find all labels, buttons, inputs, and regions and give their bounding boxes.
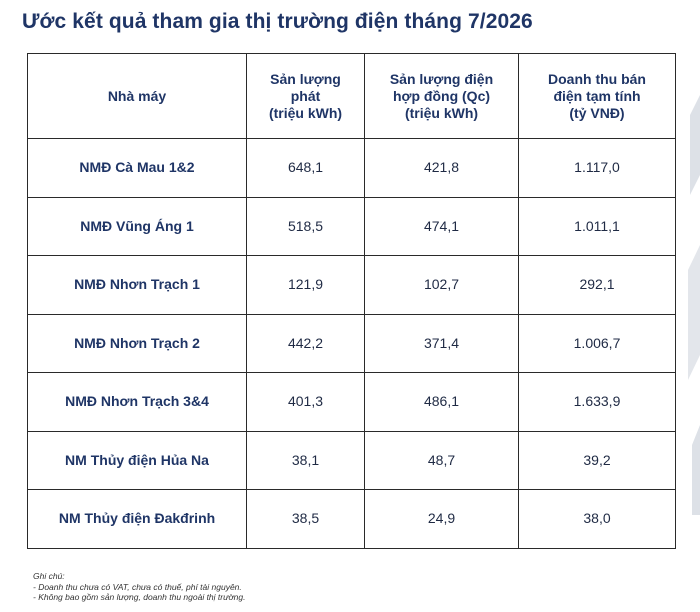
market-results-table: Nhà máy Sản lượng phát (triệu kWh) Sản l… [27, 53, 676, 549]
table-row: NMĐ Vũng Áng 1 518,5 474,1 1.011,1 [27, 196, 676, 256]
cell-output: 121,9 [246, 255, 365, 315]
cell-output: 38,1 [246, 430, 365, 490]
notes-heading: Ghi chú: [33, 571, 65, 581]
page-title: Ước kết quả tham gia thị trường điện thá… [22, 10, 533, 33]
header-line: (triệu kWh) [268, 104, 343, 121]
header-line: Sản lượng điện [389, 70, 494, 87]
cell-revenue: 1.006,7 [518, 313, 676, 373]
header-line: Sản lượng [270, 70, 341, 87]
table-row: NM Thủy điện Đakđrinh 38,5 24,9 38,0 [27, 489, 676, 549]
cell-revenue: 1.011,1 [518, 196, 676, 256]
cell-contract: 474,1 [364, 196, 519, 256]
header-line: hợp đồng (Qc) [392, 87, 491, 104]
cell-revenue: 1.633,9 [518, 372, 676, 432]
cell-revenue: 38,0 [518, 489, 676, 549]
header-plant-label: Nhà máy [107, 87, 167, 104]
cell-plant: NMĐ Nhơn Trạch 1 [27, 255, 247, 315]
table-row: NM Thủy điện Hủa Na 38,1 48,7 39,2 [27, 430, 676, 490]
decorative-stripes [688, 95, 700, 515]
cell-revenue: 292,1 [518, 255, 676, 315]
note-item: - Doanh thu chưa có VAT, chưa có thuế, p… [33, 581, 242, 592]
header-output: Sản lượng phát (triệu kWh) [246, 53, 365, 139]
header-line: (tỷ VNĐ) [569, 104, 625, 121]
cell-contract: 24,9 [364, 489, 519, 549]
cell-plant: NMĐ Nhơn Trạch 3&4 [27, 372, 247, 432]
table-row: NMĐ Nhơn Trạch 1 121,9 102,7 292,1 [27, 255, 676, 315]
cell-revenue: 39,2 [518, 430, 676, 490]
cell-output: 401,3 [246, 372, 365, 432]
cell-plant: NM Thủy điện Hủa Na [27, 430, 247, 490]
header-line: Doanh thu bán [548, 70, 646, 87]
header-line: (triệu kWh) [404, 104, 479, 121]
cell-plant: NM Thủy điện Đakđrinh [27, 489, 247, 549]
cell-contract: 421,8 [364, 138, 519, 198]
cell-contract: 371,4 [364, 313, 519, 373]
cell-output: 518,5 [246, 196, 365, 256]
cell-output: 648,1 [246, 138, 365, 198]
cell-contract: 486,1 [364, 372, 519, 432]
cell-contract: 102,7 [364, 255, 519, 315]
cell-revenue: 1.117,0 [518, 138, 676, 198]
table-row: NMĐ Cà Mau 1&2 648,1 421,8 1.117,0 [27, 138, 676, 198]
header-revenue: Doanh thu bán điện tạm tính (tỷ VNĐ) [518, 53, 676, 139]
header-line: điện tạm tính [553, 87, 641, 104]
note-item: - Không bao gồm sản lượng, doanh thu ngo… [33, 592, 246, 602]
cell-contract: 48,7 [364, 430, 519, 490]
header-contract: Sản lượng điện hợp đồng (Qc) (triệu kWh) [364, 53, 519, 139]
table-row: NMĐ Nhơn Trạch 2 442,2 371,4 1.006,7 [27, 313, 676, 373]
footnotes: Ghi chú: - Doanh thu chưa có VAT, chưa c… [33, 571, 245, 603]
table-header-row: Nhà máy Sản lượng phát (triệu kWh) Sản l… [27, 53, 676, 139]
cell-plant: NMĐ Cà Mau 1&2 [27, 138, 247, 198]
cell-plant: NMĐ Nhơn Trạch 2 [27, 313, 247, 373]
table-row: NMĐ Nhơn Trạch 3&4 401,3 486,1 1.633,9 [27, 372, 676, 432]
cell-output: 38,5 [246, 489, 365, 549]
cell-output: 442,2 [246, 313, 365, 373]
header-plant: Nhà máy [27, 53, 247, 139]
header-line: phát [290, 87, 321, 104]
cell-plant: NMĐ Vũng Áng 1 [27, 196, 247, 256]
